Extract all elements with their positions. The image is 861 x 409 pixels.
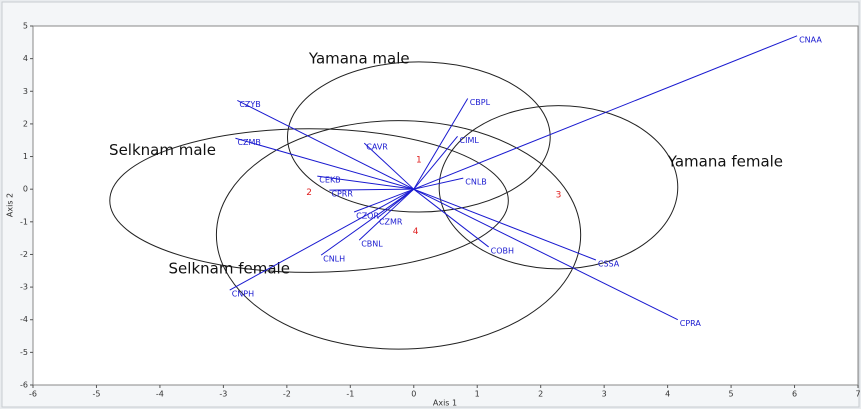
y-tick-label: 0: [23, 185, 28, 194]
x-tick-label: 0: [411, 390, 416, 399]
group-number: 1: [416, 155, 422, 165]
vector: [235, 137, 414, 190]
vector-label: CAVR: [366, 143, 388, 152]
x-tick-label: -2: [283, 390, 291, 399]
vector: [413, 177, 464, 190]
y-axis-label: Axis 2: [6, 193, 15, 217]
vector: [413, 35, 798, 190]
group-label: Yamana male: [308, 49, 410, 67]
vector-label: CIML: [460, 136, 480, 145]
vector: [317, 175, 414, 190]
vector-label: COBH: [491, 246, 514, 255]
vector-label: CEKB: [319, 176, 340, 185]
vector-label: CSSA: [598, 260, 620, 269]
y-tick-label: -4: [20, 315, 28, 324]
vector-label: CNPH: [232, 290, 254, 299]
vector-label: CPRR: [331, 190, 353, 199]
group-number: 4: [413, 227, 419, 237]
vector: [358, 188, 415, 241]
y-tick-label: -1: [20, 217, 28, 226]
group-label: Selknam male: [109, 141, 216, 159]
vector-label: CZOR: [356, 212, 379, 221]
vector-label: CPRA: [680, 319, 702, 328]
vector-label: CNLB: [465, 178, 487, 187]
vector: [413, 188, 678, 321]
y-tick-label: 2: [23, 119, 28, 128]
plot-area: [32, 25, 859, 386]
y-tick-label: -2: [20, 250, 28, 259]
x-tick-label: -5: [92, 390, 100, 399]
vector: [320, 188, 415, 256]
vector: [329, 188, 414, 191]
vector-label: CZMB: [237, 138, 260, 147]
vector-label: CBNL: [361, 240, 383, 249]
x-tick-label: 1: [475, 390, 480, 399]
y-tick-label: 5: [23, 22, 28, 31]
x-tick-label: 3: [602, 390, 607, 399]
vector: [363, 142, 415, 190]
vector: [413, 98, 469, 190]
x-tick-label: -1: [346, 390, 354, 399]
x-tick-label: 4: [665, 390, 670, 399]
x-tick-label: -6: [29, 390, 37, 399]
y-tick-label: 3: [23, 87, 28, 96]
y-tick-label: 4: [23, 54, 28, 63]
group-ellipse: [215, 120, 582, 350]
vector: [353, 188, 414, 213]
group-ellipse: [286, 61, 551, 213]
vector-label: CZMR: [379, 218, 403, 227]
vector: [413, 188, 597, 261]
group-number: 3: [556, 191, 562, 201]
x-tick-label: 7: [855, 390, 860, 399]
vector-label: CBPL: [470, 98, 491, 107]
vector: [413, 188, 489, 248]
vector: [413, 135, 458, 190]
vector-label: CNLH: [323, 255, 345, 264]
group-label: Selknam female: [169, 260, 290, 278]
group-number: 2: [306, 188, 312, 198]
vector-label: CNAA: [799, 35, 822, 44]
x-tick-label: -3: [219, 390, 227, 399]
y-tick-label: -6: [20, 381, 28, 390]
vector: [229, 188, 415, 291]
y-tick-label: 1: [23, 152, 28, 161]
group-ellipse: [109, 128, 509, 273]
x-tick-label: 2: [538, 390, 543, 399]
vector-label: CZYB: [239, 100, 260, 109]
y-tick-label: -5: [20, 348, 28, 357]
x-axis-label: Axis 1: [433, 399, 457, 408]
y-tick-label: -3: [20, 283, 28, 292]
x-tick-label: 6: [792, 390, 797, 399]
group-ellipse: [438, 105, 679, 270]
x-tick-label: -4: [156, 390, 164, 399]
vector: [237, 99, 414, 190]
group-label: Yamana female: [667, 153, 783, 171]
x-tick-label: 5: [729, 390, 734, 399]
